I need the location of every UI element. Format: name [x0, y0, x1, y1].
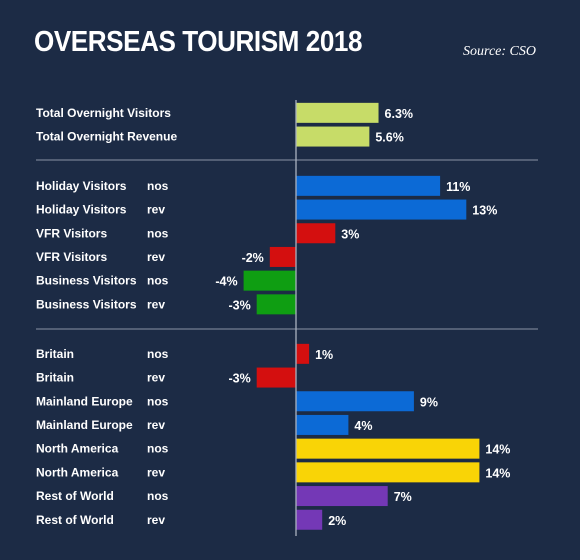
category-label: North America — [36, 465, 119, 479]
source-note: Source: CSO — [463, 44, 536, 59]
category-label: Holiday Visitors — [36, 203, 127, 217]
bar — [296, 199, 467, 220]
category-label: Rest of World — [36, 489, 114, 503]
bar — [296, 223, 336, 244]
category-label: VFR Visitors — [36, 226, 107, 240]
bar — [296, 462, 480, 483]
category-label: VFR Visitors — [36, 250, 107, 264]
category-label: Business Visitors — [36, 297, 137, 311]
bar — [256, 294, 296, 315]
data-label: 5.6% — [375, 131, 404, 145]
data-label: 14% — [485, 466, 510, 480]
bar — [296, 414, 349, 435]
data-label: 4% — [354, 419, 372, 433]
data-label: 11% — [446, 180, 470, 194]
bar — [296, 102, 379, 123]
metric-label: rev — [147, 371, 165, 385]
data-label: -3% — [228, 298, 250, 312]
metric-label: rev — [147, 203, 165, 217]
data-label: 9% — [420, 395, 438, 409]
bar — [269, 246, 296, 267]
bar — [296, 126, 370, 147]
category-label: Business Visitors — [36, 274, 137, 288]
category-label: Total Overnight Visitors — [36, 106, 171, 120]
category-label: Britain — [36, 371, 74, 385]
metric-label: rev — [147, 418, 165, 432]
bar — [296, 343, 310, 364]
data-label: 1% — [315, 348, 333, 362]
metric-label: rev — [147, 513, 165, 527]
bar — [296, 486, 388, 507]
category-label: Rest of World — [36, 513, 114, 527]
bar — [296, 175, 441, 196]
category-label: Holiday Visitors — [36, 179, 127, 193]
metric-label: nos — [147, 226, 169, 240]
metric-label: nos — [147, 489, 169, 503]
data-label: 6.3% — [385, 107, 414, 121]
data-label: 14% — [485, 443, 510, 457]
bar — [296, 391, 414, 412]
data-label: 3% — [341, 227, 359, 241]
bar — [296, 509, 323, 530]
data-label: 2% — [328, 514, 346, 528]
category-label: Mainland Europe — [36, 418, 133, 432]
metric-label: nos — [147, 179, 169, 193]
metric-label: rev — [147, 465, 165, 479]
metric-label: rev — [147, 297, 165, 311]
data-label: 13% — [472, 204, 497, 218]
category-label: Britain — [36, 347, 74, 361]
bar — [243, 270, 296, 291]
metric-label: nos — [147, 274, 169, 288]
chart-title: OVERSEAS TOURISM 2018 — [34, 26, 363, 58]
data-label: 7% — [394, 490, 412, 504]
category-label: Mainland Europe — [36, 394, 133, 408]
metric-label: nos — [147, 347, 169, 361]
data-label: -3% — [228, 372, 250, 386]
metric-label: nos — [147, 442, 169, 456]
category-label: Total Overnight Revenue — [36, 130, 177, 144]
metric-label: rev — [147, 250, 165, 264]
bar — [296, 438, 480, 459]
category-label: North America — [36, 442, 119, 456]
data-label: -4% — [215, 275, 237, 289]
bar — [256, 367, 296, 388]
metric-label: nos — [147, 394, 169, 408]
data-label: -2% — [242, 251, 264, 265]
